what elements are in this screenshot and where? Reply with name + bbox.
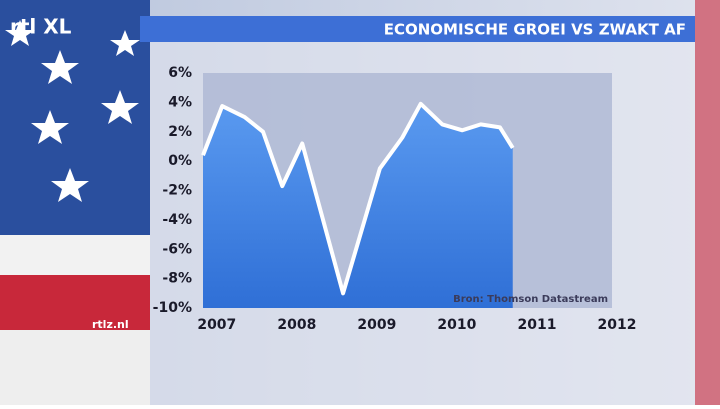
- x-tick-label: 2009: [357, 317, 396, 333]
- website: rtlz.nl: [92, 318, 129, 331]
- x-tick-label: 2010: [437, 317, 476, 333]
- y-tick-label: -2%: [162, 183, 192, 199]
- flag-stripe: [0, 235, 150, 275]
- x-tick-label: 2008: [277, 317, 316, 333]
- source: Bron: Thomson Datastream: [453, 294, 608, 305]
- logo: rtl XL: [10, 15, 72, 39]
- y-tick-label: -8%: [162, 271, 192, 287]
- y-tick-label: -6%: [162, 241, 192, 257]
- x-tick-label: 2011: [517, 317, 556, 333]
- title-bar: [140, 16, 695, 42]
- y-tick-label: -10%: [153, 300, 192, 316]
- y-tick-label: 4%: [168, 94, 192, 110]
- line: [201, 101, 515, 296]
- area: [203, 103, 513, 308]
- y-tick-label: -4%: [162, 212, 192, 228]
- x-tick-label: 2012: [598, 317, 637, 333]
- stars: [5, 20, 140, 202]
- x-tick-label: 2007: [197, 317, 236, 333]
- flag-stripe: [0, 330, 150, 405]
- flag-stripe: [0, 275, 150, 330]
- chart-title: ECONOMISCHE GROEI VS ZWAKT AF: [384, 21, 686, 39]
- flag-stripe-right: [695, 0, 720, 405]
- y-tick-label: 0%: [168, 153, 192, 169]
- y-tick-label: 6%: [168, 65, 192, 81]
- y-tick-label: 2%: [168, 124, 192, 140]
